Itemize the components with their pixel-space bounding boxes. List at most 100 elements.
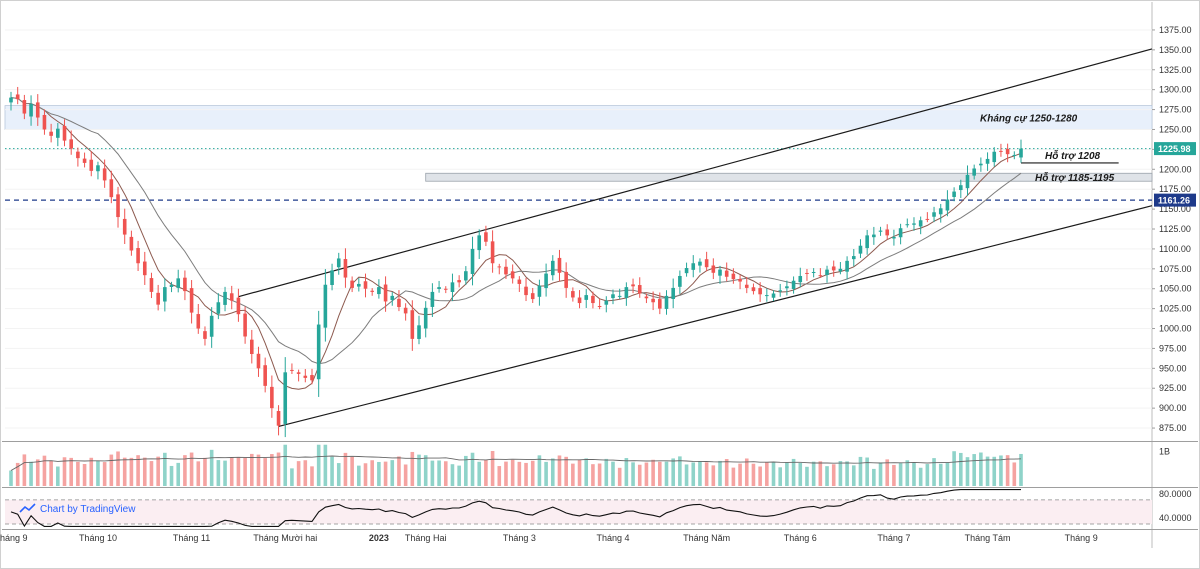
candle-body-77 bbox=[524, 286, 528, 296]
volume-bar-64 bbox=[437, 460, 441, 486]
candle-body-149 bbox=[1005, 148, 1010, 155]
candle-73 bbox=[497, 263, 502, 275]
candle-67 bbox=[457, 275, 461, 288]
candle-body-24 bbox=[169, 284, 174, 287]
volume-bar-101 bbox=[684, 464, 689, 486]
volume-bar-10 bbox=[76, 461, 80, 486]
volume-bar-147 bbox=[992, 456, 997, 486]
volume-bar-146 bbox=[985, 456, 990, 486]
volume-bar-122 bbox=[825, 466, 829, 486]
candle-20 bbox=[142, 251, 147, 285]
candle-body-104 bbox=[704, 259, 709, 268]
candle-body-30 bbox=[209, 315, 214, 337]
volume-bar-120 bbox=[811, 461, 816, 486]
volume-bar-125 bbox=[845, 461, 849, 486]
price-tick-label-19: 1350.00 bbox=[1159, 45, 1192, 55]
candle-26 bbox=[183, 270, 187, 301]
candle-body-150 bbox=[1012, 154, 1017, 156]
volume-bar-119 bbox=[805, 466, 809, 486]
candle-4 bbox=[35, 94, 40, 126]
volume-bar-67 bbox=[457, 465, 461, 486]
candle-body-68 bbox=[464, 271, 468, 281]
candle-48 bbox=[330, 263, 334, 291]
candle-body-95 bbox=[644, 296, 649, 299]
volume-bar-44 bbox=[303, 460, 308, 486]
volume-bar-24 bbox=[169, 465, 174, 486]
candle-body-79 bbox=[537, 285, 542, 297]
candle-body-98 bbox=[664, 295, 669, 309]
candle-body-22 bbox=[156, 292, 160, 305]
candle-body-35 bbox=[243, 313, 247, 337]
volume-bar-27 bbox=[189, 452, 194, 486]
candle-16 bbox=[116, 186, 120, 228]
volume-bar-95 bbox=[644, 462, 649, 486]
price-tick-label-15: 1250.00 bbox=[1159, 124, 1192, 134]
candle-74 bbox=[504, 259, 508, 279]
candle-body-124 bbox=[838, 268, 843, 272]
candle-body-31 bbox=[216, 302, 221, 314]
candle-body-90 bbox=[611, 294, 615, 299]
candle-79 bbox=[537, 279, 542, 306]
volume-bar-140 bbox=[945, 462, 950, 486]
volume-bar-72 bbox=[490, 450, 495, 486]
candle-17 bbox=[122, 208, 127, 244]
volume-bar-150 bbox=[1012, 462, 1017, 486]
candle-31 bbox=[216, 293, 221, 320]
candle-1 bbox=[15, 86, 20, 105]
candle-body-101 bbox=[684, 268, 689, 274]
candle-body-21 bbox=[149, 278, 154, 292]
candle-66 bbox=[450, 273, 455, 302]
candle-body-45 bbox=[310, 375, 314, 381]
candle-body-23 bbox=[163, 287, 167, 302]
volume-bar-73 bbox=[497, 466, 502, 486]
volume-bar-83 bbox=[564, 456, 568, 486]
candle-13 bbox=[96, 161, 100, 180]
candle-body-4 bbox=[35, 102, 40, 118]
candle-75 bbox=[510, 264, 515, 284]
candle-36 bbox=[249, 329, 254, 364]
volume-bar-124 bbox=[838, 461, 843, 486]
candle-body-133 bbox=[898, 228, 903, 238]
candle-body-6 bbox=[49, 131, 53, 136]
candle-142 bbox=[959, 179, 963, 199]
candle-11 bbox=[82, 152, 87, 168]
volume-bar-34 bbox=[236, 456, 241, 486]
volume-bar-32 bbox=[223, 460, 227, 486]
candle-body-8 bbox=[62, 125, 67, 141]
candle-body-92 bbox=[624, 287, 629, 298]
volume-bar-68 bbox=[464, 455, 468, 486]
candle-37 bbox=[256, 346, 261, 377]
volume-bar-76 bbox=[517, 461, 522, 486]
volume-bar-40 bbox=[276, 452, 281, 486]
candle-body-88 bbox=[597, 306, 602, 308]
candle-body-114 bbox=[771, 293, 776, 298]
candle-46 bbox=[316, 310, 321, 397]
volume-bar-137 bbox=[925, 464, 930, 486]
candle-119 bbox=[805, 268, 809, 281]
candle-54 bbox=[370, 288, 374, 296]
volume-bar-11 bbox=[82, 464, 87, 486]
candle-body-110 bbox=[744, 284, 749, 288]
volume-bar-99 bbox=[671, 458, 675, 486]
candle-15 bbox=[109, 170, 114, 204]
volume-bar-133 bbox=[898, 463, 903, 486]
price-tick-label-5: 1000.00 bbox=[1159, 324, 1192, 334]
candle-147 bbox=[992, 147, 997, 167]
volume-bar-118 bbox=[798, 462, 803, 486]
candle-body-76 bbox=[517, 279, 522, 284]
candle-body-20 bbox=[142, 261, 147, 276]
volume-bar-91 bbox=[617, 467, 622, 486]
candle-109 bbox=[738, 275, 742, 290]
candle-98 bbox=[664, 290, 669, 315]
candle-33 bbox=[229, 285, 234, 310]
volume-bar-19 bbox=[136, 455, 140, 486]
candle-150 bbox=[1012, 151, 1017, 160]
candle-81 bbox=[550, 255, 555, 281]
candle-body-108 bbox=[731, 273, 736, 280]
time-label-3: Tháng Mười hai bbox=[253, 533, 317, 543]
volume-bar-29 bbox=[203, 457, 207, 486]
price-tick-label-0: 875.00 bbox=[1159, 423, 1187, 433]
support-1208-label: Hỗ trợ 1208 bbox=[1045, 149, 1101, 162]
rsi-band bbox=[5, 499, 1152, 524]
